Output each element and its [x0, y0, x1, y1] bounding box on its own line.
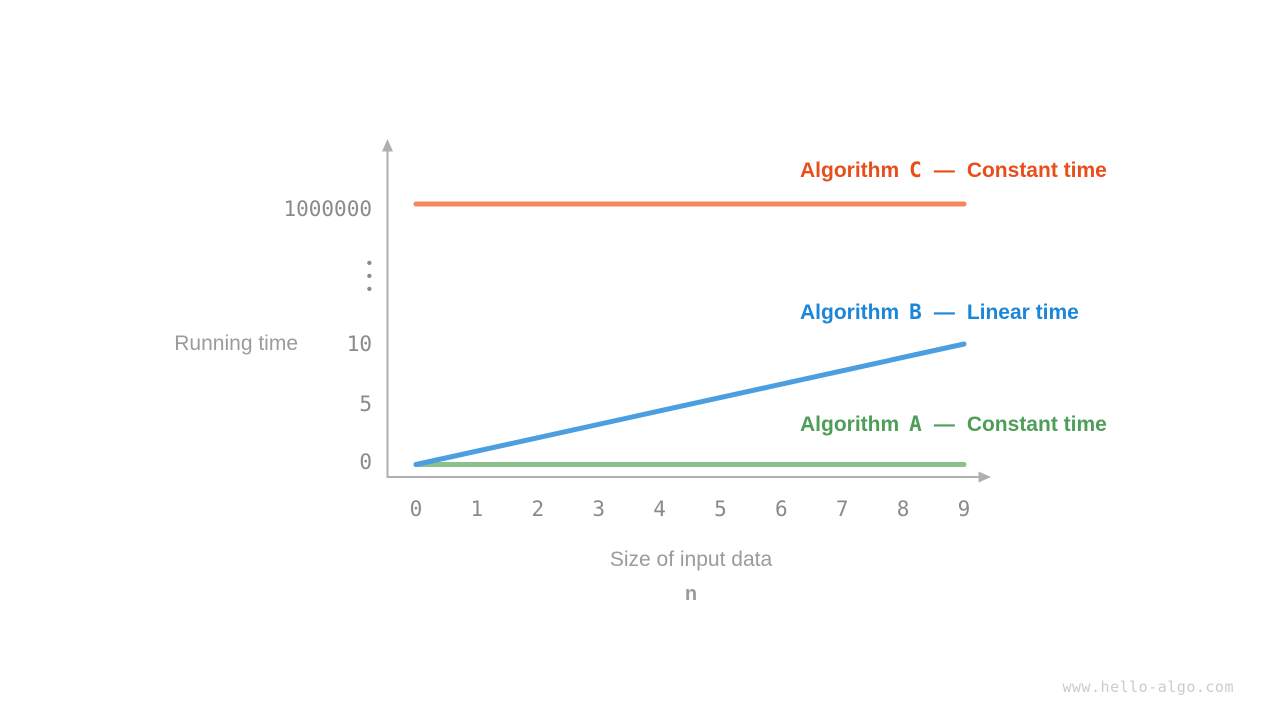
x-tick-label: 9 — [957, 497, 971, 521]
x-axis-title: Size of input data — [609, 548, 773, 571]
watermark-text: www.hello-algo.com — [1062, 678, 1234, 696]
legend-algorithm-word: Algorithm — [800, 413, 900, 436]
x-tick-label: 1 — [470, 497, 484, 521]
x-axis-arrow-icon — [978, 471, 991, 483]
y-axis-title: Running time — [174, 332, 298, 355]
x-tick-label: 3 — [592, 497, 605, 521]
y-tick-label: 0 — [359, 450, 372, 474]
legend-algorithm-letter: C — [909, 158, 922, 182]
legend-algorithm-letter: A — [909, 412, 922, 436]
legend-dash: — — [933, 159, 955, 182]
x-tick-label: 6 — [775, 497, 788, 521]
y-tick-label: 5 — [359, 392, 372, 416]
series-line-algorithm-b — [413, 341, 967, 467]
legend-algorithm-a: Algorithm A — Constant time — [800, 410, 1107, 438]
legend-complexity-label: Constant time — [966, 413, 1107, 436]
legend-algorithm-c: Algorithm C — Constant time — [800, 156, 1107, 184]
legend-algorithm-word: Algorithm — [800, 301, 900, 324]
legend-algorithm-b: Algorithm B — Linear time — [800, 298, 1079, 326]
legend-algorithm-letter: B — [909, 300, 922, 324]
x-tick-label: 2 — [531, 497, 545, 521]
y-axis-arrow-icon — [382, 139, 393, 152]
y-tick-label: 10 — [346, 332, 372, 356]
legend-complexity-label: Linear time — [966, 301, 1079, 324]
legend-algorithm-word: Algorithm — [800, 159, 900, 182]
x-tick-label: 4 — [653, 497, 666, 521]
x-tick-label: 8 — [896, 497, 910, 521]
x-tick-label: 0 — [409, 497, 423, 521]
legend-dash: — — [933, 413, 955, 436]
y-tick-label: 1000000 — [283, 197, 372, 221]
x-tick-label: 7 — [835, 497, 849, 521]
x-tick-label: 5 — [714, 497, 727, 521]
y-axis-break-dots: • • • — [366, 255, 372, 298]
x-axis-variable-label: n — [684, 583, 698, 605]
legend-complexity-label: Constant time — [966, 159, 1107, 182]
legend-dash: — — [933, 301, 955, 324]
